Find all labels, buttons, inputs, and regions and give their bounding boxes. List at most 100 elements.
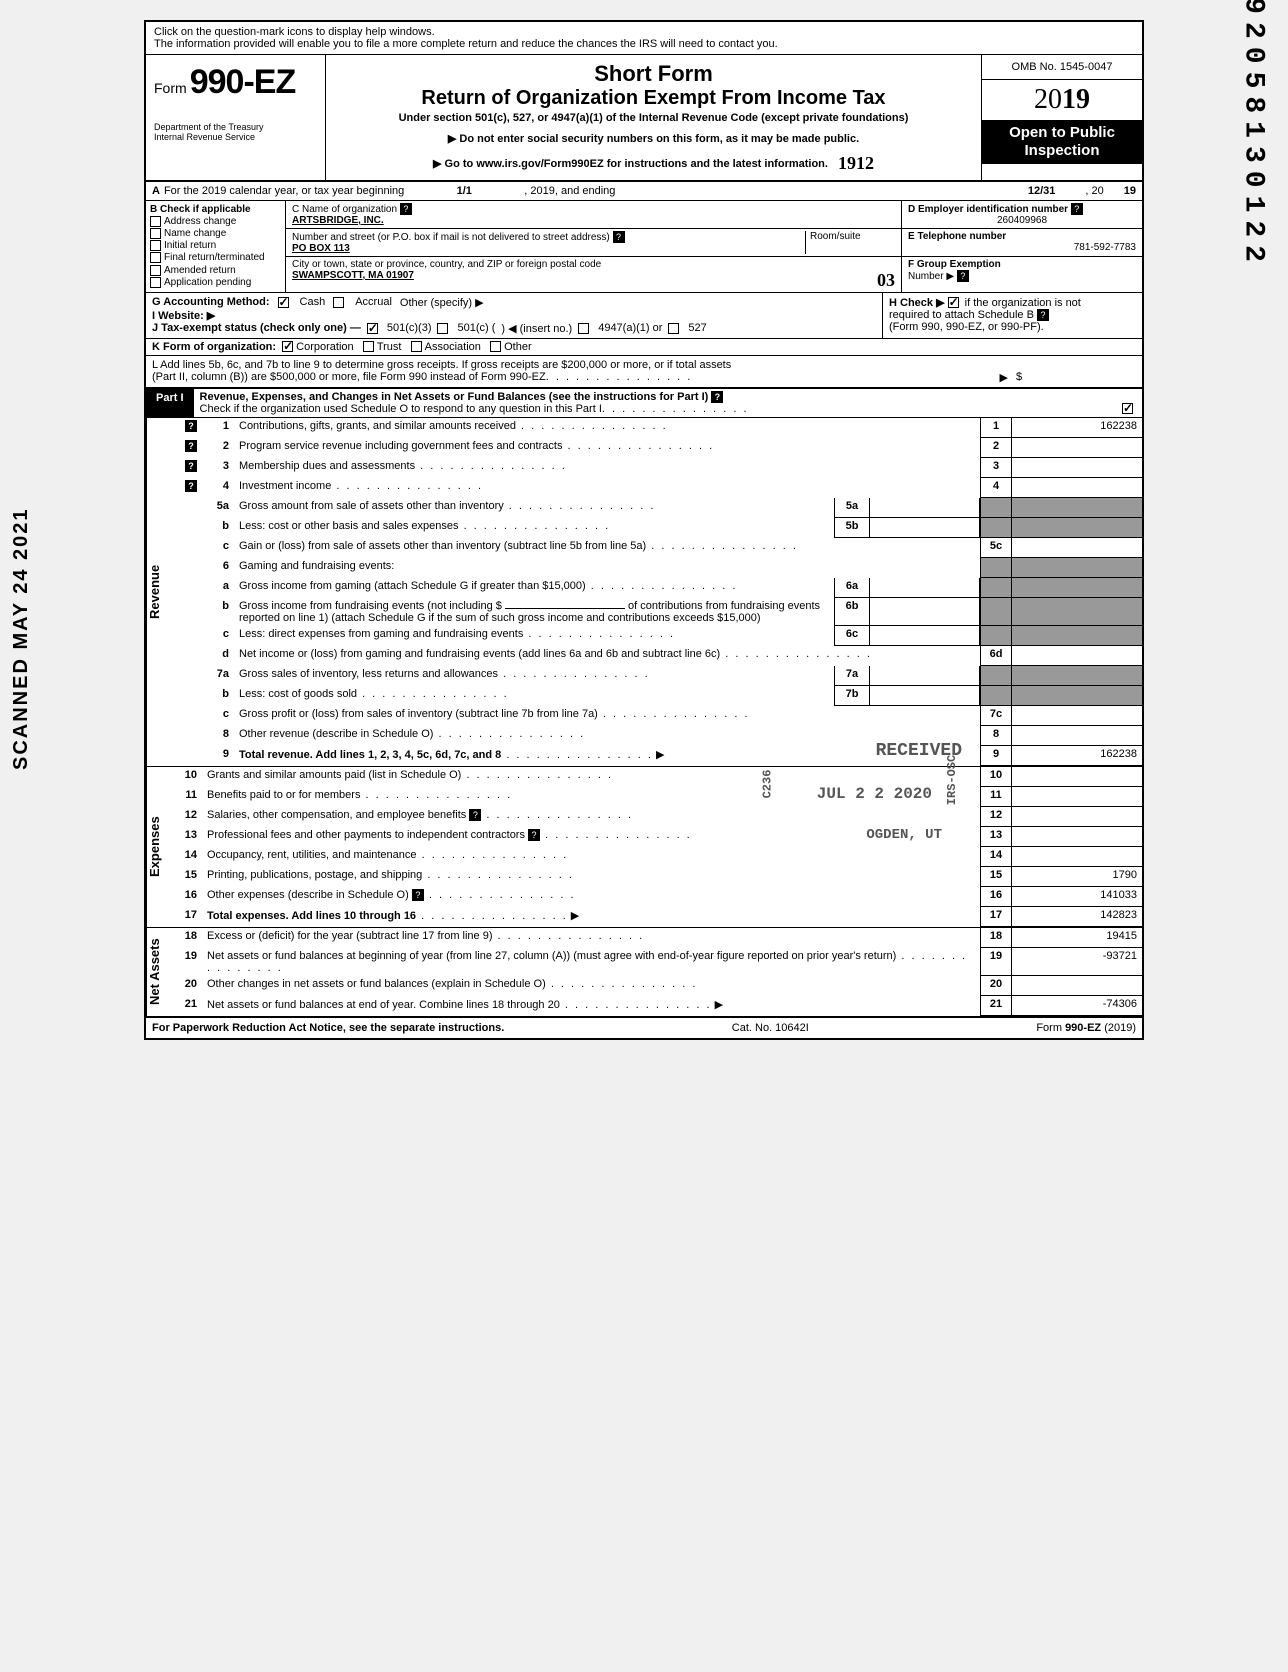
ld14: Occupancy, rent, utilities, and maintena…	[207, 849, 417, 861]
footer-mid: Cat. No. 10642I	[732, 1022, 809, 1034]
help-icon[interactable]: ?	[711, 391, 723, 403]
l-dollar: $	[1016, 371, 1136, 384]
part1-header: Part I Revenue, Expenses, and Changes in…	[146, 389, 1142, 418]
ld6b-1: Gross income from fundraising events (no…	[239, 600, 502, 612]
ld15: Printing, publications, postage, and shi…	[207, 869, 422, 881]
cb-amended[interactable]	[150, 265, 161, 276]
ln12: 12	[170, 807, 202, 827]
lbl-name: Name change	[164, 228, 226, 239]
col-b-header: B Check if applicable	[150, 204, 281, 215]
ln18: 18	[170, 928, 202, 948]
help-icon[interactable]: ?	[957, 270, 969, 282]
ln8: 8	[202, 726, 234, 746]
rv17: 142823	[1012, 907, 1142, 927]
rb17: 17	[980, 907, 1012, 927]
rv19: -93721	[1012, 948, 1142, 976]
cb-h[interactable]	[948, 297, 959, 308]
rb4: 4	[980, 478, 1012, 498]
ld9: Total revenue. Add lines 1, 2, 3, 4, 5c,…	[239, 749, 501, 761]
ld20: Other changes in net assets or fund bala…	[207, 978, 546, 990]
h-text3: (Form 990, 990-EZ, or 990-PF).	[889, 321, 1136, 333]
ib6a: 6a	[834, 578, 870, 598]
ln16: 16	[170, 887, 202, 907]
arrow-ssn: ▶ Do not enter social security numbers o…	[332, 132, 975, 145]
ln4: 4	[202, 478, 234, 498]
room-label: Room/suite	[810, 231, 861, 242]
part1-tag: Part I	[146, 389, 194, 417]
cb-501c3[interactable]	[367, 323, 378, 334]
cb-accrual[interactable]	[333, 297, 344, 308]
rb13: 13	[980, 827, 1012, 847]
help-icon[interactable]: ?	[1037, 309, 1049, 321]
row-a-end-date: 12/31	[1028, 185, 1056, 197]
l-text2: (Part II, column (B)) are $500,000 or mo…	[152, 371, 546, 384]
ln5a: 5a	[202, 498, 234, 518]
row-a-text: For the 2019 calendar year, or tax year …	[164, 185, 404, 197]
cb-initial[interactable]	[150, 240, 161, 251]
help-icon[interactable]: ?	[400, 203, 412, 215]
cb-other-org[interactable]	[490, 341, 501, 352]
cb-501c[interactable]	[437, 323, 448, 334]
omb-number: OMB No. 1545-0047	[982, 55, 1142, 80]
cb-trust[interactable]	[363, 341, 374, 352]
cb-cash[interactable]	[278, 297, 289, 308]
footer-year: (2019)	[1101, 1022, 1136, 1034]
ld8: Other revenue (describe in Schedule O)	[239, 728, 433, 740]
ld17: Total expenses. Add lines 10 through 16	[207, 910, 416, 922]
form-number: 990-EZ	[190, 63, 296, 101]
cb-assoc[interactable]	[411, 341, 422, 352]
col-b: B Check if applicable Address change Nam…	[146, 201, 286, 292]
ln10: 10	[170, 767, 202, 787]
ld21: Net assets or fund balances at end of ye…	[207, 999, 560, 1011]
rb11: 11	[980, 787, 1012, 807]
ld6d: Net income or (loss) from gaming and fun…	[239, 648, 720, 660]
ib6c: 6c	[834, 626, 870, 646]
ib6b: 6b	[834, 598, 870, 626]
ln7b: b	[202, 686, 234, 706]
col-mid: C Name of organization ? ARTSBRIDGE, INC…	[286, 201, 902, 292]
rb7c: 7c	[980, 706, 1012, 726]
l-arrow: ▶	[1000, 371, 1008, 384]
ld10: Grants and similar amounts paid (list in…	[207, 769, 461, 781]
lbl-final: Final return/terminated	[164, 253, 265, 264]
ld5c: Gain or (loss) from sale of assets other…	[239, 540, 646, 552]
help-icon[interactable]: ?	[1071, 203, 1083, 215]
cb-corp[interactable]	[282, 341, 293, 352]
arrow-goto: ▶ Go to www.irs.gov/Form990EZ for instru…	[433, 157, 828, 170]
cb-pending[interactable]	[150, 277, 161, 288]
scanned-stamp: SCANNED MAY 24 2021	[10, 507, 33, 770]
cb-name[interactable]	[150, 228, 161, 239]
ln13: 13	[170, 827, 202, 847]
ld6a: Gross income from gaming (attach Schedul…	[239, 580, 586, 592]
f-label: F Group Exemption	[908, 259, 1001, 270]
ln9: 9	[202, 746, 234, 766]
ln1: 1	[202, 418, 234, 438]
lbl-cash: Cash	[300, 296, 326, 308]
rb1: 1	[980, 418, 1012, 438]
ld3: Membership dues and assessments	[239, 460, 415, 472]
ld6: Gaming and fundraising events:	[234, 558, 980, 578]
ld18: Excess or (deficit) for the year (subtra…	[207, 930, 493, 942]
ld13: Professional fees and other payments to …	[207, 829, 525, 841]
d-label: D Employer identification number	[908, 204, 1068, 215]
k-label: K Form of organization:	[152, 341, 276, 353]
ld5b: Less: cost or other basis and sales expe…	[239, 520, 459, 532]
cb-4947[interactable]	[578, 323, 589, 334]
lbl-527: 527	[688, 322, 706, 334]
org-street: PO BOX 113	[292, 243, 350, 254]
cb-final[interactable]	[150, 252, 161, 263]
cb-527[interactable]	[668, 323, 679, 334]
cb-address[interactable]	[150, 216, 161, 227]
dept-irs: Internal Revenue Service	[154, 132, 317, 142]
rb15: 15	[980, 867, 1012, 887]
phone: 781-592-7783	[908, 242, 1136, 253]
help-icon[interactable]: ?	[613, 231, 625, 243]
lbl-corp: Corporation	[296, 341, 353, 353]
ld11: Benefits paid to or for members	[207, 789, 360, 801]
col-right: D Employer identification number ? 26040…	[902, 201, 1142, 292]
rb10: 10	[980, 767, 1012, 787]
ld4: Investment income	[239, 480, 331, 492]
cb-schedule-o[interactable]	[1122, 403, 1133, 414]
open-public-2: Inspection	[986, 142, 1138, 160]
lbl-other-method: Other (specify) ▶	[400, 296, 484, 309]
